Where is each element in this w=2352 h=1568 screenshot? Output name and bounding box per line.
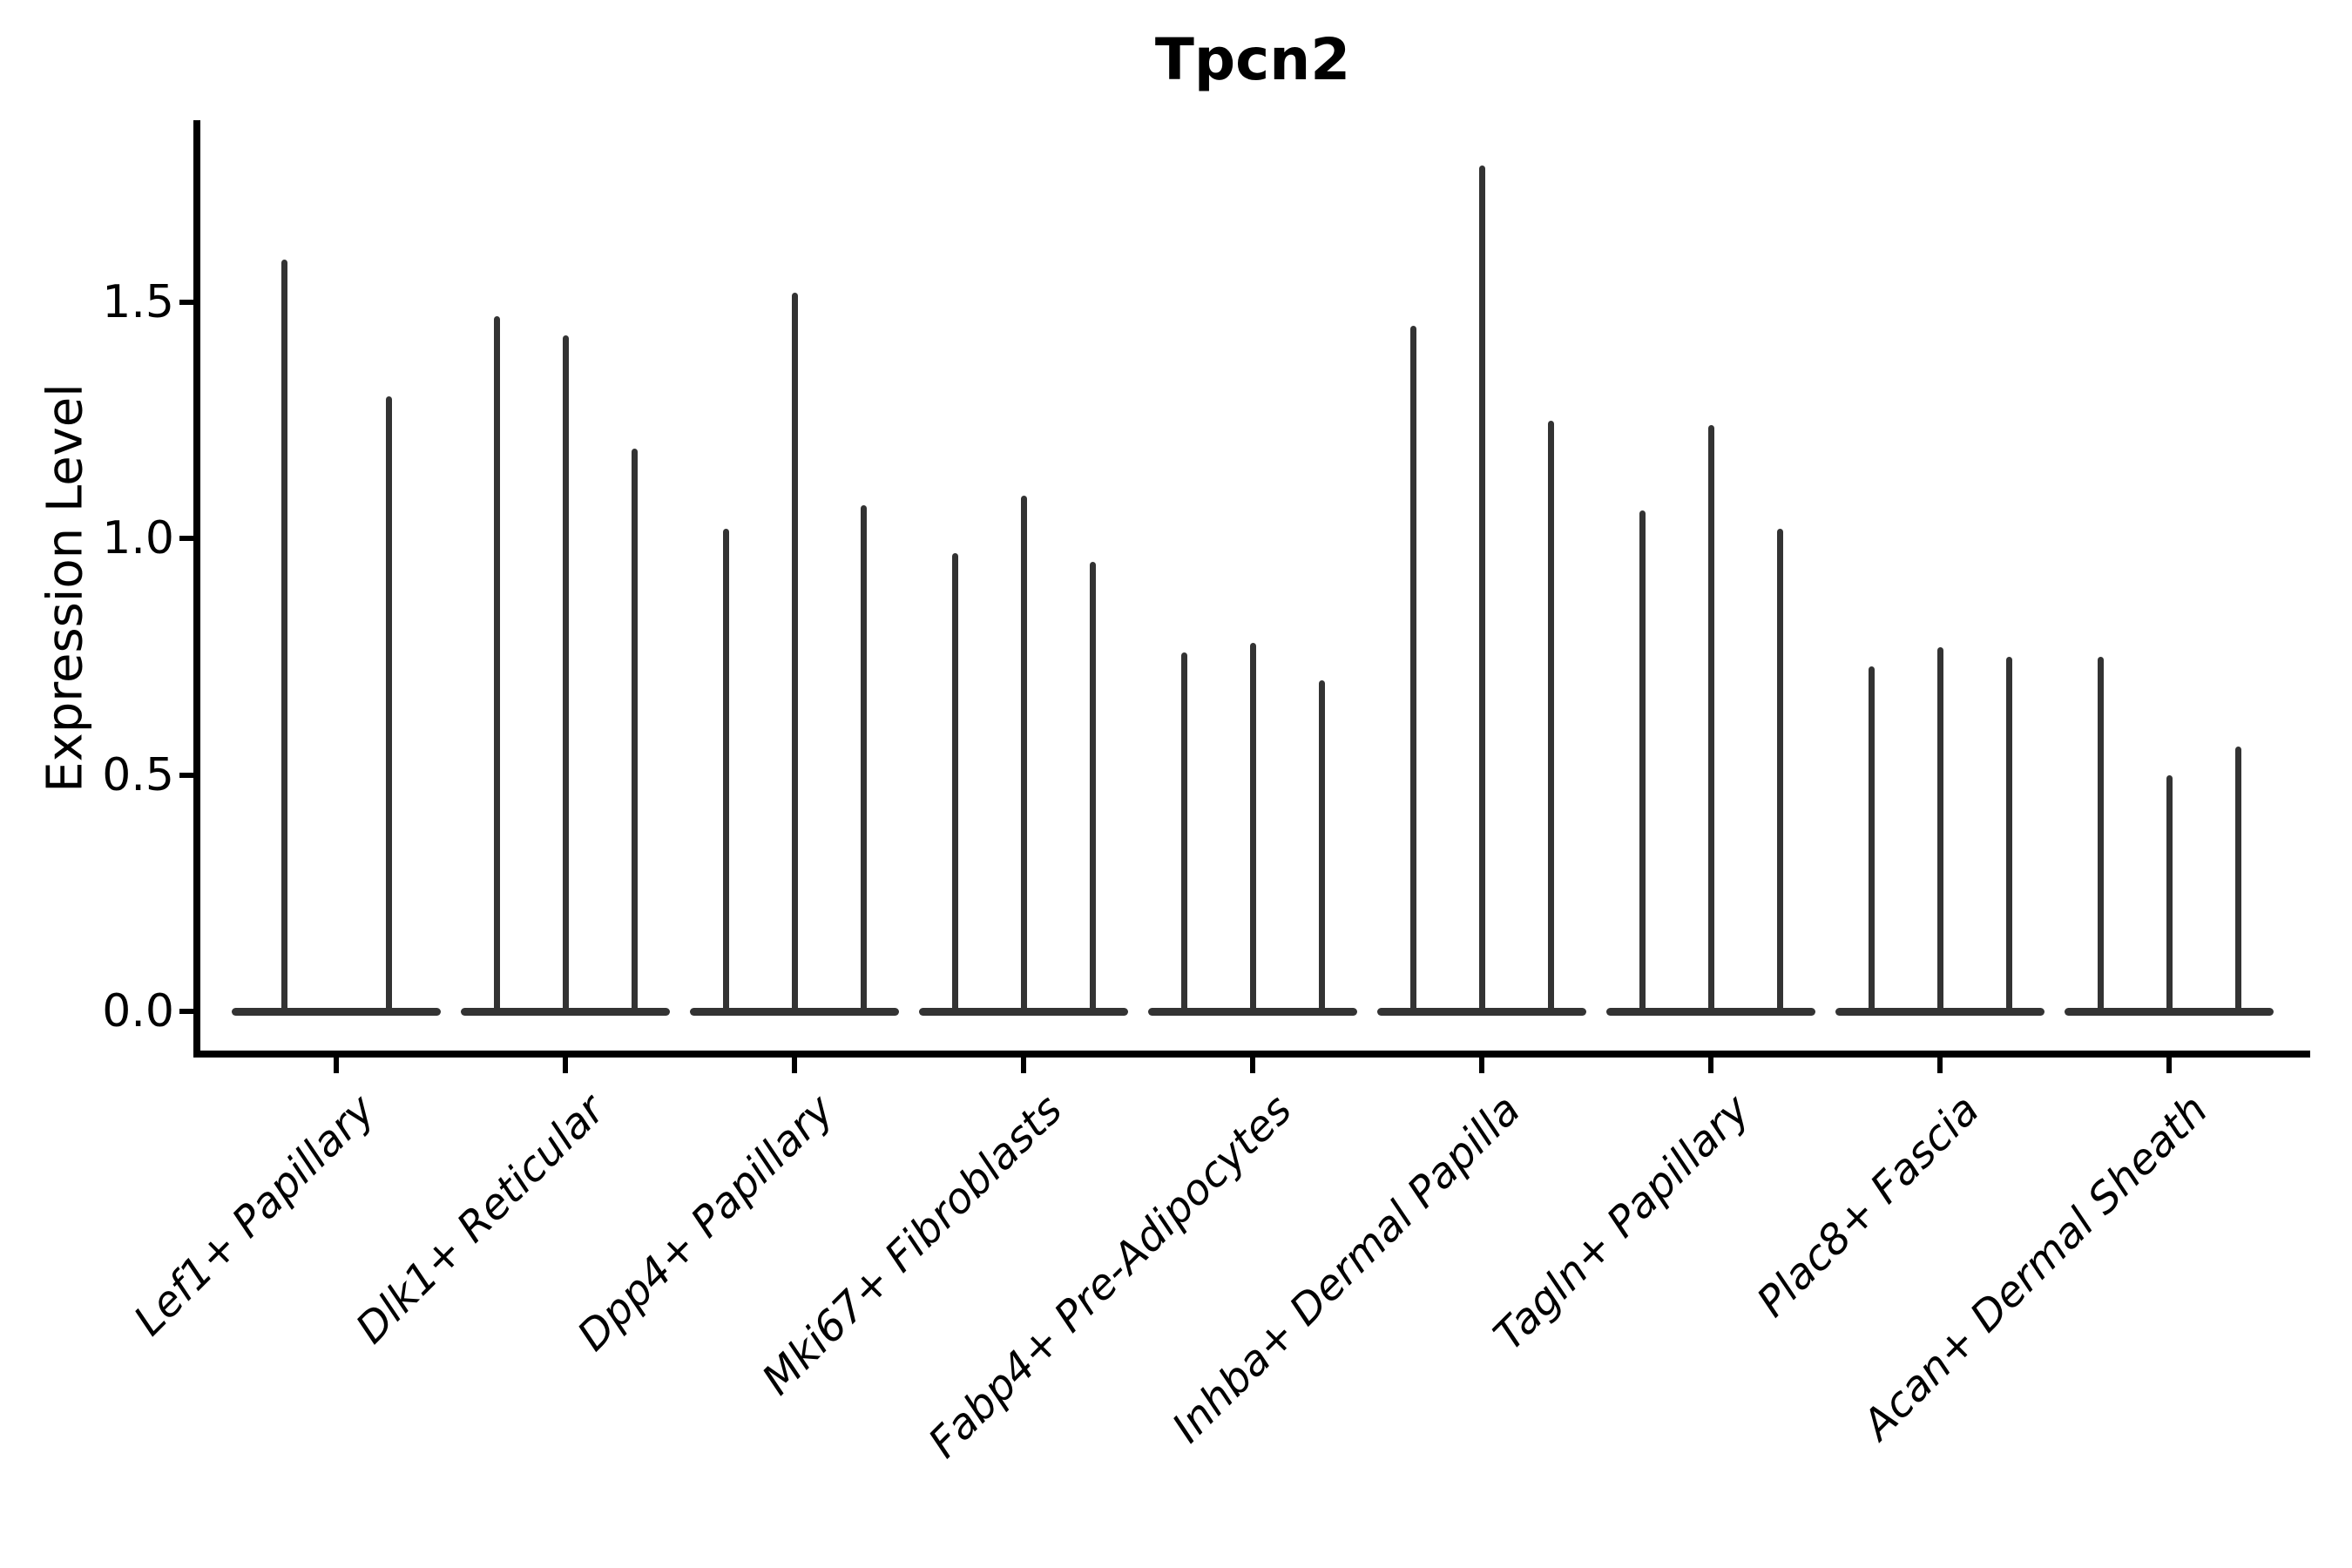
- violin-spike: [1020, 496, 1027, 1016]
- violin-spike: [791, 293, 798, 1016]
- violin-base: [232, 1008, 441, 1016]
- violin-spike: [2005, 656, 2012, 1016]
- x-axis-tick: [1708, 1058, 1713, 1073]
- x-axis-tick-label: Fabp4+ Pre-Adipocytes: [919, 1085, 1301, 1468]
- x-axis-tick: [1479, 1058, 1484, 1073]
- violin-spike: [631, 449, 638, 1016]
- y-axis-tick: [179, 772, 193, 778]
- violin-spike: [2166, 774, 2173, 1016]
- x-axis-spine: [193, 1051, 2310, 1058]
- x-axis-tick-label: Tagln+ Papillary: [1484, 1085, 1760, 1361]
- violin-spike: [1318, 680, 1325, 1016]
- y-axis-tick: [179, 1009, 193, 1014]
- x-axis-tick: [334, 1058, 339, 1073]
- x-axis-tick: [792, 1058, 797, 1073]
- violin-spike: [2234, 747, 2241, 1016]
- violin-spike: [280, 260, 287, 1016]
- violin-spike: [1180, 652, 1187, 1016]
- x-axis-tick: [1250, 1058, 1255, 1073]
- y-axis-tick-label: 0.0: [102, 985, 174, 1037]
- x-axis-tick-label: Dpp4+ Papillary: [568, 1085, 843, 1361]
- violin-spike: [385, 396, 392, 1016]
- violin-spike: [1639, 510, 1646, 1016]
- violin-spike: [1776, 529, 1783, 1016]
- y-axis-tick: [179, 299, 193, 305]
- x-axis-tick: [1937, 1058, 1943, 1073]
- violin-spike: [722, 529, 729, 1016]
- y-axis-tick: [179, 536, 193, 542]
- x-axis-tick: [1021, 1058, 1026, 1073]
- x-axis-tick: [2166, 1058, 2172, 1073]
- violin-spike: [951, 552, 958, 1016]
- violin-spike: [1707, 425, 1714, 1016]
- y-axis-label: Expression Level: [37, 383, 94, 793]
- violin-spike: [1409, 326, 1416, 1016]
- violin-spike: [1089, 562, 1096, 1016]
- violin-spike: [1478, 165, 1485, 1016]
- violin-spike: [493, 316, 500, 1016]
- x-axis-tick: [563, 1058, 568, 1073]
- violin-spike: [1547, 420, 1554, 1016]
- x-axis-tick-label: Dlk1+ Reticular: [346, 1085, 614, 1354]
- violin-spike: [1936, 647, 1943, 1016]
- violin-spike: [1868, 666, 1875, 1016]
- y-axis-tick-label: 1.0: [102, 512, 174, 565]
- violin-spike: [2097, 656, 2104, 1016]
- y-axis-spine: [193, 120, 200, 1058]
- chart-title: Tpcn2: [1154, 26, 1351, 93]
- violin-spike: [562, 335, 569, 1016]
- y-axis-tick-label: 1.5: [102, 275, 174, 328]
- violin-spike: [860, 505, 867, 1016]
- y-axis-tick-label: 0.5: [102, 748, 174, 801]
- violin-spike: [1249, 642, 1256, 1016]
- x-axis-tick-label: Lef1+ Papillary: [125, 1085, 385, 1346]
- x-axis-tick-label: Plac8+ Fascia: [1747, 1085, 1989, 1327]
